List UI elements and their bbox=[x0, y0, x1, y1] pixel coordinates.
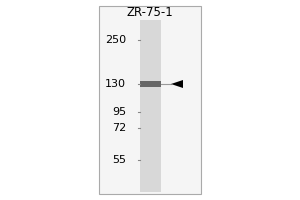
Text: ZR-75-1: ZR-75-1 bbox=[127, 5, 173, 19]
Polygon shape bbox=[171, 80, 183, 88]
Bar bbox=[99, 6, 201, 194]
Text: 130: 130 bbox=[105, 79, 126, 89]
Text: 55: 55 bbox=[112, 155, 126, 165]
Bar bbox=[140, 20, 160, 192]
Text: 250: 250 bbox=[105, 35, 126, 45]
Text: 72: 72 bbox=[112, 123, 126, 133]
Text: 95: 95 bbox=[112, 107, 126, 117]
Bar bbox=[140, 81, 160, 87]
